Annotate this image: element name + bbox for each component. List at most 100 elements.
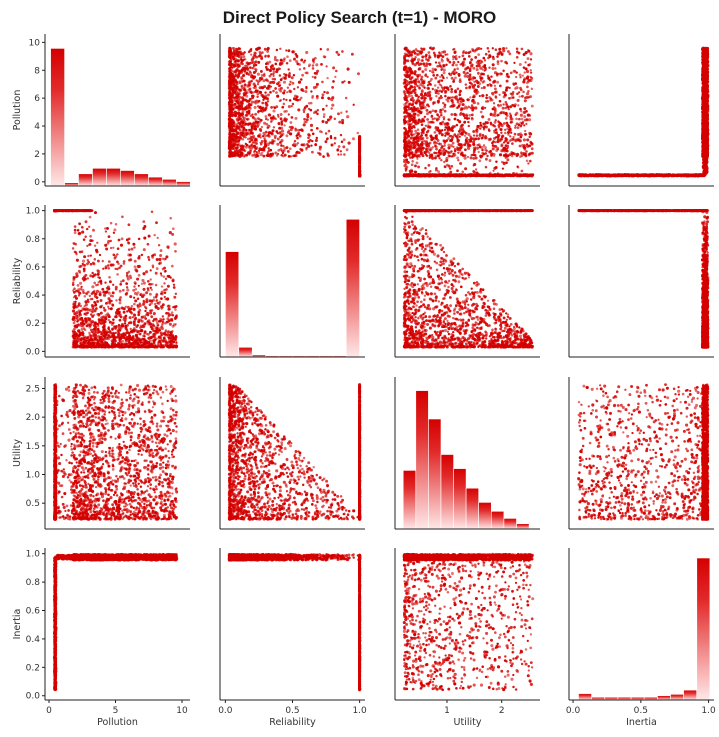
scatter-point: [288, 49, 291, 52]
scatter-point: [468, 125, 470, 127]
scatter-point: [452, 64, 455, 67]
scatter-point: [481, 94, 484, 97]
scatter-point: [420, 107, 423, 110]
scatter-point: [459, 90, 462, 93]
scatter-point: [268, 149, 271, 152]
scatter-point: [271, 132, 274, 135]
scatter-point: [316, 95, 319, 98]
scatter-point: [299, 98, 301, 100]
scatter-point: [415, 48, 417, 50]
scatter-point: [476, 147, 479, 150]
scatter-point: [449, 61, 452, 64]
scatter-point: [472, 153, 475, 156]
scatter-point: [239, 117, 242, 120]
scatter-point: [334, 118, 336, 120]
scatter-point: [229, 154, 232, 157]
scatter-point: [242, 138, 245, 141]
scatter-point: [477, 53, 480, 56]
scatter-point: [347, 68, 350, 71]
scatter-point: [463, 50, 465, 52]
scatter-point: [429, 170, 431, 172]
scatter-point: [456, 169, 459, 172]
scatter-point: [455, 135, 457, 137]
scatter-point: [485, 96, 488, 99]
scatter-point: [357, 72, 360, 75]
scatter-point: [259, 79, 262, 82]
y-tick-label: 10: [29, 38, 41, 48]
scatter-point: [298, 151, 301, 154]
scatter-point: [493, 80, 496, 83]
scatter-point: [518, 52, 521, 55]
scatter-point: [283, 103, 286, 106]
scatter-point: [444, 110, 447, 113]
scatter-point: [231, 151, 234, 154]
scatter-point: [422, 154, 425, 157]
scatter-point: [296, 137, 299, 140]
scatter-point: [433, 142, 436, 145]
scatter-point: [429, 111, 432, 114]
scatter-point: [437, 86, 439, 88]
scatter-point: [464, 75, 467, 78]
scatter-point: [513, 105, 516, 108]
scatter-point: [425, 147, 428, 150]
scatter-point: [442, 55, 445, 58]
scatter-point: [415, 102, 418, 105]
scatter-point: [307, 144, 309, 146]
scatter-point: [341, 121, 344, 124]
scatter-point: [247, 83, 250, 86]
scatter-point: [504, 132, 507, 135]
scatter-point: [497, 60, 500, 63]
scatter-point: [473, 81, 475, 83]
scatter-point: [421, 76, 424, 79]
scatter-point: [335, 70, 338, 73]
scatter-point: [267, 143, 270, 146]
scatter-point: [515, 174, 517, 176]
scatter-point: [259, 52, 262, 55]
scatter-point: [497, 105, 499, 107]
scatter-point: [472, 157, 475, 160]
scatter-point: [450, 88, 453, 91]
scatter-point: [276, 49, 278, 51]
pairplot-grid: 0246810Pollution0.00.20.40.60.81.0Reliab…: [12, 34, 716, 728]
scatter-point: [407, 139, 410, 142]
scatter-point: [434, 77, 437, 80]
scatter-point: [452, 61, 455, 64]
scatter-point: [332, 66, 335, 69]
scatter-point: [494, 145, 497, 148]
scatter-point: [406, 97, 408, 99]
scatter-point: [441, 86, 443, 88]
scatter-point: [282, 59, 285, 62]
scatter-point: [439, 109, 442, 112]
scatter-point: [285, 110, 288, 113]
scatter-point: [264, 115, 267, 118]
scatter-point: [450, 113, 453, 116]
scatter-point: [272, 90, 275, 93]
scatter-point: [267, 147, 269, 149]
scatter-point: [271, 129, 274, 132]
scatter-point: [488, 129, 491, 132]
scatter-point: [249, 90, 252, 93]
scatter-point: [250, 48, 252, 50]
scatter-point: [238, 114, 240, 116]
scatter-point: [486, 100, 489, 103]
scatter-point: [526, 70, 529, 73]
scatter-point: [425, 58, 428, 61]
scatter-point: [429, 70, 431, 72]
scatter-point: [258, 121, 261, 124]
scatter-point: [463, 114, 466, 117]
scatter-point: [434, 157, 437, 160]
scatter-point: [233, 54, 236, 57]
scatter-points: [228, 47, 361, 178]
scatter-point: [352, 137, 355, 140]
scatter-point: [432, 146, 434, 148]
scatter-point: [294, 95, 297, 98]
scatter-point: [404, 47, 407, 50]
scatter-point: [291, 82, 294, 85]
scatter-point: [425, 134, 428, 137]
scatter-point: [240, 76, 243, 79]
scatter-point: [513, 62, 515, 64]
scatter-point: [466, 114, 468, 116]
scatter-point: [307, 116, 310, 119]
scatter-point: [267, 55, 270, 58]
scatter-point: [414, 63, 417, 66]
